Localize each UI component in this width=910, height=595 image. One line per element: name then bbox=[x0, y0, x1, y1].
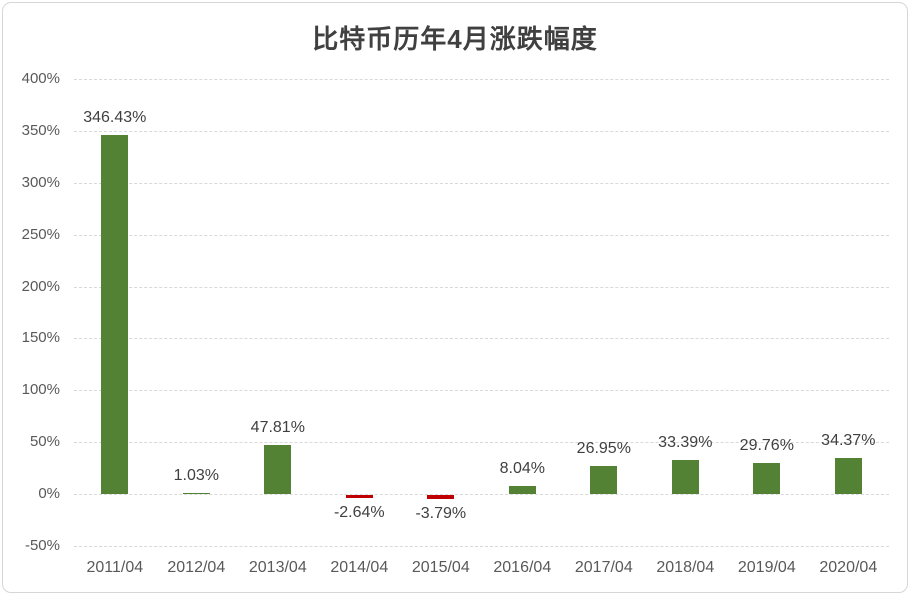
y-axis-tick-label: 150% bbox=[21, 329, 60, 347]
bar-value-label: 33.39% bbox=[658, 433, 713, 451]
bar bbox=[427, 495, 455, 499]
x-axis-label: 2012/04 bbox=[167, 559, 226, 576]
x-axis-label: 2015/04 bbox=[411, 559, 470, 576]
x-axis-label: 2018/04 bbox=[656, 559, 715, 576]
y-axis-tick-label: 250% bbox=[21, 225, 60, 243]
bar bbox=[590, 466, 618, 495]
y-axis-tick-label: 0% bbox=[38, 485, 60, 503]
gridline bbox=[74, 234, 889, 236]
bar-value-label: 26.95% bbox=[576, 440, 631, 458]
bar bbox=[182, 492, 210, 495]
bar-value-label: 34.37% bbox=[821, 432, 876, 450]
y-axis-tick-label: 400% bbox=[21, 70, 60, 87]
gridline bbox=[74, 442, 889, 444]
gridline bbox=[74, 546, 889, 547]
x-axis-label: 2019/04 bbox=[737, 559, 796, 576]
bar bbox=[834, 458, 862, 495]
x-axis-label: 2016/04 bbox=[493, 559, 552, 576]
bar bbox=[671, 459, 699, 495]
bar-value-label: 1.03% bbox=[173, 466, 219, 484]
bar-value-label: -3.79% bbox=[415, 505, 467, 522]
gridline bbox=[74, 79, 889, 80]
gridline bbox=[74, 286, 889, 288]
x-axis-label: 2011/04 bbox=[86, 559, 144, 576]
x-axis-label: 2014/04 bbox=[330, 559, 389, 576]
gridline bbox=[74, 130, 889, 132]
bar bbox=[508, 485, 536, 495]
bar bbox=[101, 134, 129, 495]
y-axis-tick-label: 100% bbox=[21, 381, 60, 399]
bar-value-label: -2.64% bbox=[333, 503, 385, 521]
x-axis-label: 2017/04 bbox=[574, 559, 633, 576]
bar bbox=[345, 495, 373, 498]
x-axis-label: 2013/04 bbox=[248, 559, 307, 576]
bar bbox=[264, 444, 292, 495]
x-axis-label: 2020/04 bbox=[819, 559, 878, 576]
y-axis-tick-label: -50% bbox=[24, 537, 60, 554]
gridline bbox=[74, 390, 889, 392]
bar-value-label: 29.76% bbox=[739, 437, 794, 455]
bar-value-label: 346.43% bbox=[83, 108, 147, 126]
gridline bbox=[74, 338, 889, 340]
bar-value-label: 47.81% bbox=[250, 418, 305, 436]
gridline bbox=[74, 494, 889, 496]
y-axis-tick-label: 350% bbox=[21, 121, 60, 139]
y-axis-tick-label: 200% bbox=[21, 277, 60, 295]
chart-title: 比特币历年4月涨跌幅度 bbox=[312, 24, 598, 54]
y-axis-tick-label: 300% bbox=[21, 173, 60, 191]
bar bbox=[753, 463, 781, 495]
y-axis-tick-label: 50% bbox=[29, 433, 60, 451]
gridline bbox=[74, 182, 889, 184]
bar-value-label: 8.04% bbox=[499, 459, 545, 477]
